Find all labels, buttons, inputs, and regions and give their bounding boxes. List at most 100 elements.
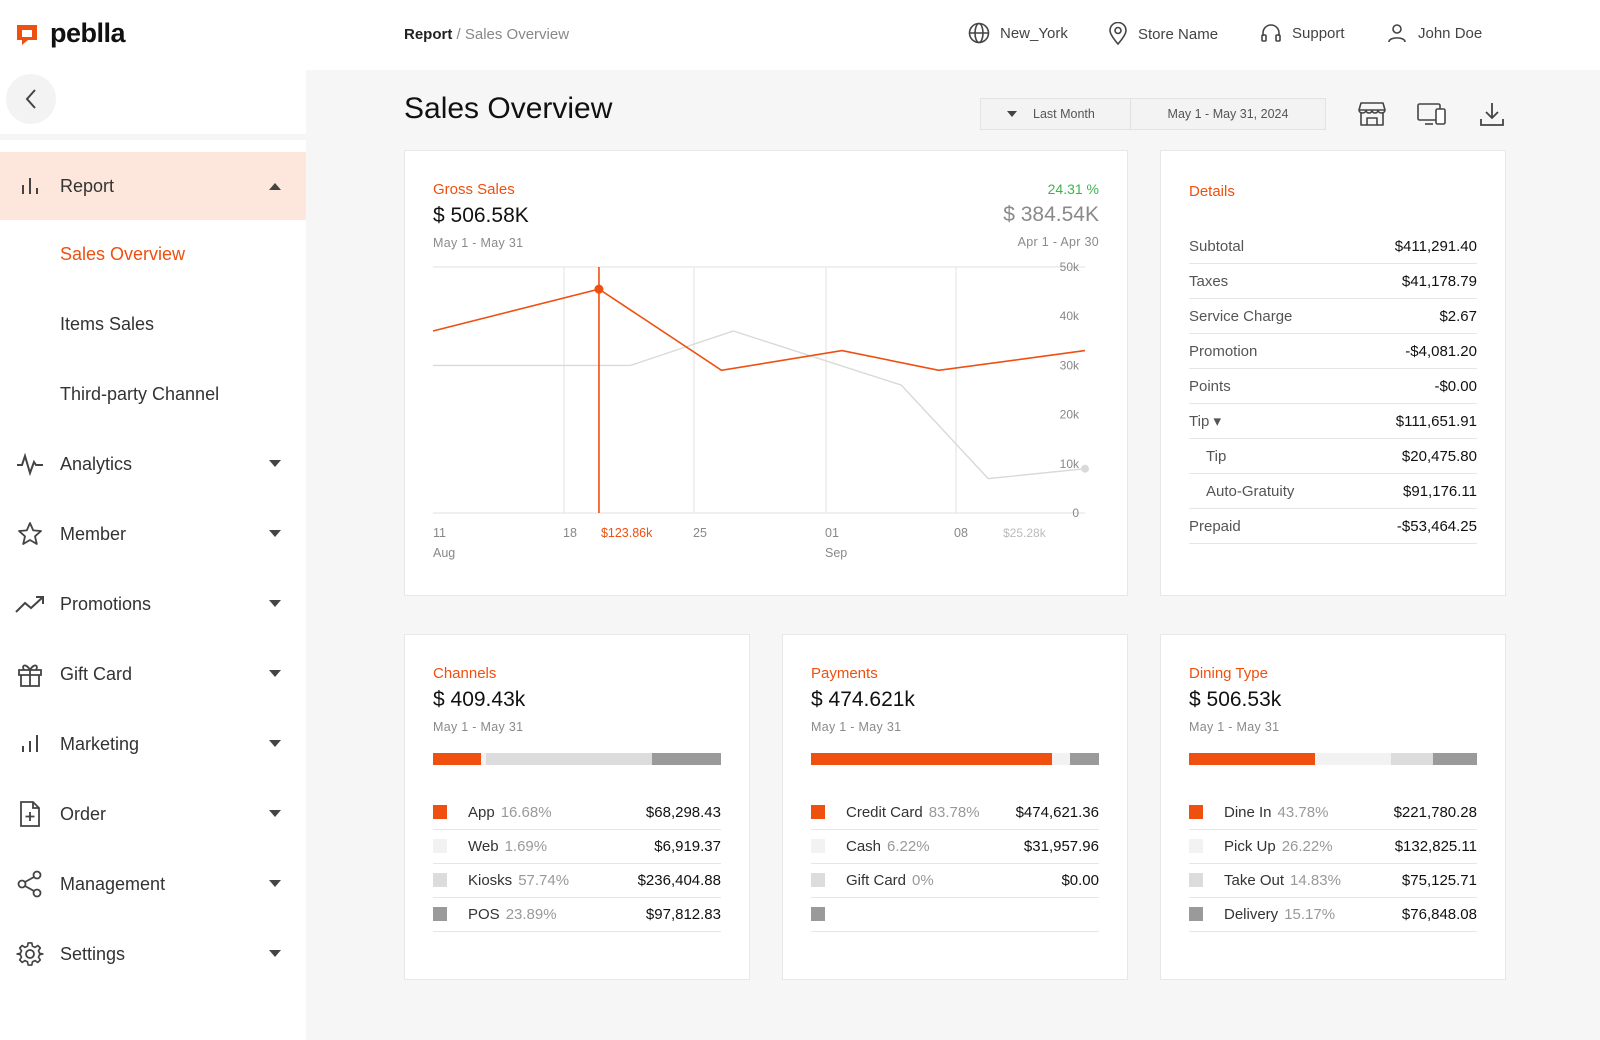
details-row-label: Auto-Gratuity bbox=[1206, 482, 1295, 500]
support-link[interactable]: Support bbox=[1260, 22, 1345, 44]
breadcrumb-root[interactable]: Report bbox=[404, 26, 453, 43]
channels-value: $ 409.43k bbox=[433, 688, 526, 711]
x-tick-label: 18 bbox=[563, 526, 577, 540]
sidebar: pebllа Report Sales Overview Items Sales… bbox=[0, 0, 306, 1040]
legend-percent: 0% bbox=[912, 871, 934, 889]
bar-segment bbox=[1390, 753, 1434, 765]
sidebar-item-report[interactable]: Report bbox=[0, 152, 306, 220]
details-row-label: Promotion bbox=[1189, 342, 1258, 360]
sidebar-item-member[interactable]: Member bbox=[0, 500, 306, 568]
sidebar-item-order[interactable]: Order bbox=[0, 780, 306, 848]
series-end-point bbox=[1081, 464, 1089, 473]
details-row-label: Tip ▾ bbox=[1189, 413, 1221, 430]
sidebar-subitem-items-sales[interactable]: Items Sales bbox=[60, 314, 155, 334]
details-row: Tip $20,475.80 bbox=[1189, 439, 1477, 474]
caret-down-icon[interactable] bbox=[268, 597, 282, 611]
x-tick-label: 25 bbox=[693, 526, 707, 540]
caret-up-icon[interactable] bbox=[268, 179, 282, 193]
legend-swatch bbox=[1189, 873, 1203, 887]
legend-row bbox=[811, 897, 1099, 932]
sidebar-item-gift-card[interactable]: Gift Card bbox=[0, 640, 306, 708]
legend-swatch bbox=[1189, 805, 1203, 819]
store-selector[interactable]: Store Name bbox=[1108, 22, 1218, 46]
details-row-value: -$0.00 bbox=[1434, 377, 1477, 395]
gross-sales-line-chart[interactable]: 0 10k 20k 30k 40k 50k 11 Aug 18 25 01 Sep 08 $123.86k… bbox=[405, 151, 1129, 597]
sidebar-item-settings[interactable]: Settings bbox=[0, 920, 306, 988]
legend-amount: $31,957.96 bbox=[1023, 837, 1099, 855]
legend-percent: 57.74% bbox=[518, 871, 570, 889]
bar-chart-icon bbox=[14, 170, 46, 202]
collapse-sidebar-button[interactable] bbox=[6, 74, 56, 124]
caret-down-icon[interactable] bbox=[268, 877, 282, 891]
legend-name: POS bbox=[468, 905, 500, 923]
breadcrumb: Report / Sales Overview bbox=[404, 26, 569, 43]
caret-down-icon[interactable] bbox=[268, 737, 282, 751]
sidebar-item-label: Management bbox=[60, 873, 166, 894]
date-range-picker[interactable]: Last Month May 1 - May 31, 2024 bbox=[980, 98, 1326, 130]
legend-row: Cash 6.22% $31,957.96 bbox=[811, 829, 1099, 864]
legend-percent: 43.78% bbox=[1277, 803, 1329, 821]
legend-row: Web 1.69% $6,919.37 bbox=[433, 829, 721, 864]
payments-card: Payments $ 474.621k May 1 - May 31 Credi… bbox=[782, 634, 1128, 980]
details-row-label: Subtotal bbox=[1189, 237, 1245, 255]
legend-amount: $221,780.28 bbox=[1393, 803, 1477, 821]
caret-down-icon[interactable] bbox=[268, 667, 282, 681]
details-row: Points -$0.00 bbox=[1189, 369, 1477, 404]
legend-swatch bbox=[811, 805, 825, 819]
legend-name: App bbox=[468, 803, 495, 821]
legend-name: Cash bbox=[846, 837, 882, 855]
legend-swatch bbox=[811, 873, 825, 887]
logo[interactable]: pebllа bbox=[14, 18, 126, 49]
user-icon bbox=[1388, 24, 1406, 43]
details-row-value: $20,475.80 bbox=[1401, 447, 1477, 465]
details-row[interactable]: Tip ▾ $111,651.91 bbox=[1189, 404, 1477, 439]
range-dates[interactable]: May 1 - May 31, 2024 bbox=[1167, 107, 1289, 121]
download-button[interactable] bbox=[1476, 98, 1508, 130]
pebbla-logo-icon bbox=[17, 24, 37, 45]
sidebar-item-label: Order bbox=[60, 803, 107, 824]
caret-down-icon[interactable] bbox=[268, 947, 282, 961]
legend-row: Dine In 43.78% $221,780.28 bbox=[1189, 795, 1477, 830]
legend-row: POS 23.89% $97,812.83 bbox=[433, 897, 721, 932]
legend-amount: $132,825.11 bbox=[1394, 837, 1477, 855]
sidebar-item-analytics[interactable]: Analytics bbox=[0, 430, 306, 498]
logo-text: pebllа bbox=[50, 18, 126, 48]
legend-amount: $97,812.83 bbox=[645, 905, 721, 923]
hover-value-label: $123.86k bbox=[601, 526, 653, 540]
sidebar-item-label: Gift Card bbox=[60, 663, 133, 684]
store-button[interactable] bbox=[1356, 98, 1388, 130]
bar-segment bbox=[1315, 753, 1391, 765]
card-title: Details bbox=[1189, 183, 1235, 200]
dining-period: May 1 - May 31 bbox=[1189, 720, 1280, 734]
dining-type-card: Dining Type $ 506.53k May 1 - May 31 Din… bbox=[1160, 634, 1506, 980]
range-select[interactable]: Last Month bbox=[981, 99, 1131, 129]
download-icon bbox=[1480, 103, 1504, 126]
caret-down-icon[interactable] bbox=[268, 527, 282, 541]
timezone-selector[interactable]: New_York bbox=[968, 22, 1068, 44]
y-tick-label: 30k bbox=[1060, 358, 1080, 372]
legend-amount: $236,404.88 bbox=[637, 871, 721, 889]
sidebar-item-management[interactable]: Management bbox=[0, 850, 306, 918]
bar-segment bbox=[1433, 753, 1477, 765]
legend-swatch bbox=[1189, 907, 1203, 921]
topbar: Report / Sales Overview New_York Store N… bbox=[306, 0, 1600, 70]
caret-down-icon[interactable] bbox=[268, 807, 282, 821]
legend-name: Gift Card bbox=[846, 871, 907, 889]
user-menu[interactable]: John Doe bbox=[1386, 22, 1482, 44]
bar-segment bbox=[481, 753, 486, 765]
change-percent: 24.31 % bbox=[1047, 181, 1099, 197]
bar-segment bbox=[652, 753, 721, 765]
caret-down-icon[interactable] bbox=[268, 457, 282, 471]
headset-icon bbox=[1261, 24, 1281, 42]
details-row-value: -$53,464.25 bbox=[1396, 517, 1477, 535]
sidebar-item-promotions[interactable]: Promotions bbox=[0, 570, 306, 638]
details-row: Subtotal $411,291.40 bbox=[1189, 229, 1477, 264]
x-tick-label: 01 bbox=[825, 526, 839, 540]
sidebar-subitem-third-party-channel[interactable]: Third-party Channel bbox=[60, 384, 220, 404]
sidebar-item-marketing[interactable]: Marketing bbox=[0, 710, 306, 778]
devices-icon bbox=[1417, 103, 1446, 125]
sidebar-subitem-sales-overview[interactable]: Sales Overview bbox=[60, 244, 186, 264]
legend-amount: $68,298.43 bbox=[645, 803, 721, 821]
details-row-value: $91,176.11 bbox=[1403, 482, 1477, 500]
devices-button[interactable] bbox=[1416, 98, 1448, 130]
